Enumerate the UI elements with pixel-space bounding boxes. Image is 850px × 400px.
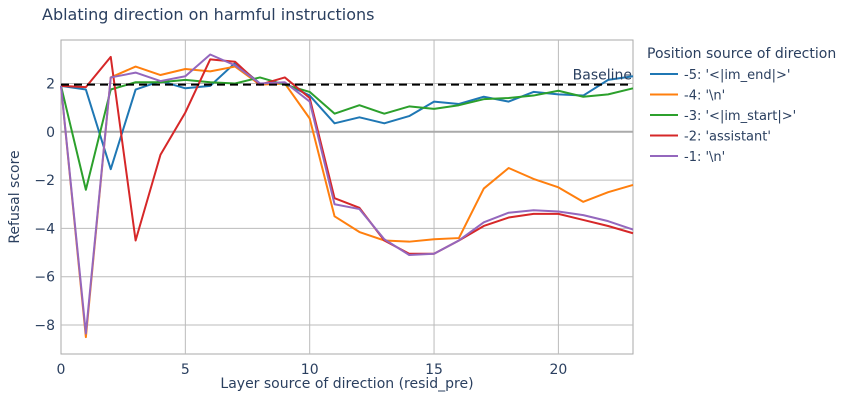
x-axis-label: Layer source of direction (resid_pre)	[220, 376, 473, 392]
legend-label: -5: '<|im_end|>'	[684, 68, 790, 83]
legend-item[interactable]: -2: 'assistant'	[650, 130, 771, 145]
y-tick-label: −8	[34, 318, 55, 334]
x-axis-ticks: 0 5 10 15 20	[57, 362, 568, 378]
legend-item[interactable]: -1: '\n'	[650, 150, 725, 165]
y-tick-label: −6	[34, 270, 55, 286]
y-tick-label: −2	[34, 173, 55, 189]
y-axis-ticks: −8 −6 −4 −2 0 2	[34, 76, 55, 334]
series-line-2	[60, 65, 634, 339]
y-axis-label: Refusal score	[7, 150, 23, 243]
legend-label: -2: 'assistant'	[684, 130, 771, 145]
x-tick-label: 15	[425, 362, 443, 378]
y-tick-label: 0	[46, 125, 55, 141]
gridlines	[61, 40, 633, 354]
legend-item[interactable]: -5: '<|im_end|>'	[650, 68, 790, 83]
plot-area: Baseline	[60, 39, 634, 355]
y-tick-label: −4	[34, 221, 55, 237]
legend-items[interactable]: -5: '<|im_end|>' -4: '\n' -3: '<|im_start|…	[650, 68, 796, 165]
plot-background	[60, 39, 634, 355]
legend-item[interactable]: -4: '\n'	[650, 89, 725, 104]
x-tick-label: 0	[57, 362, 66, 378]
chart-title: Ablating direction on harmful instructio…	[42, 5, 375, 24]
legend-label: -3: '<|im_start|>'	[684, 109, 796, 124]
legend-item[interactable]: -3: '<|im_start|>'	[650, 109, 796, 124]
y-tick-label: 2	[46, 76, 55, 92]
baseline-label: Baseline	[573, 68, 632, 84]
legend-label: -1: '\n'	[684, 150, 725, 165]
x-tick-label: 10	[301, 362, 319, 378]
legend[interactable]: Position source of direction -5: '<|im_e…	[647, 46, 836, 165]
series-line-3	[60, 76, 634, 191]
series-lines	[60, 53, 634, 339]
series-line-5	[60, 53, 634, 335]
baseline-group: Baseline	[61, 68, 633, 86]
legend-label: -4: '\n'	[684, 89, 725, 104]
x-tick-label: 5	[181, 362, 190, 378]
x-tick-label: 20	[549, 362, 567, 378]
series-line-4	[60, 55, 634, 255]
legend-title: Position source of direction	[647, 46, 836, 62]
